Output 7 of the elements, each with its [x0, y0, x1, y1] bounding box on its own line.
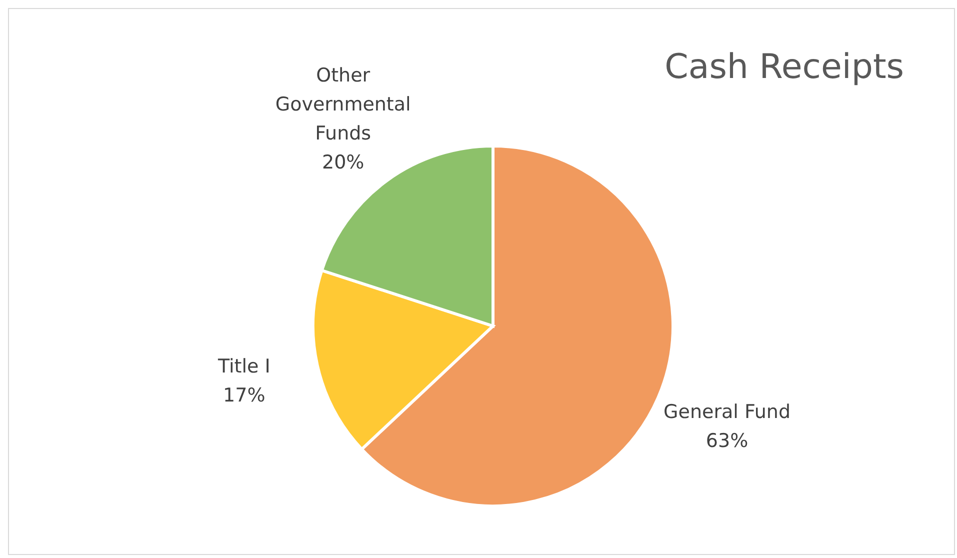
chart-title: Cash Receipts [664, 47, 904, 87]
slice-label: General Fund [664, 400, 791, 423]
data-label: 17% [223, 384, 266, 406]
slice-label: Other Governmental Funds [275, 64, 411, 144]
slice-label: Title I [216, 355, 270, 378]
data-label: 63% [706, 430, 748, 452]
data-label: 20% [322, 151, 364, 174]
